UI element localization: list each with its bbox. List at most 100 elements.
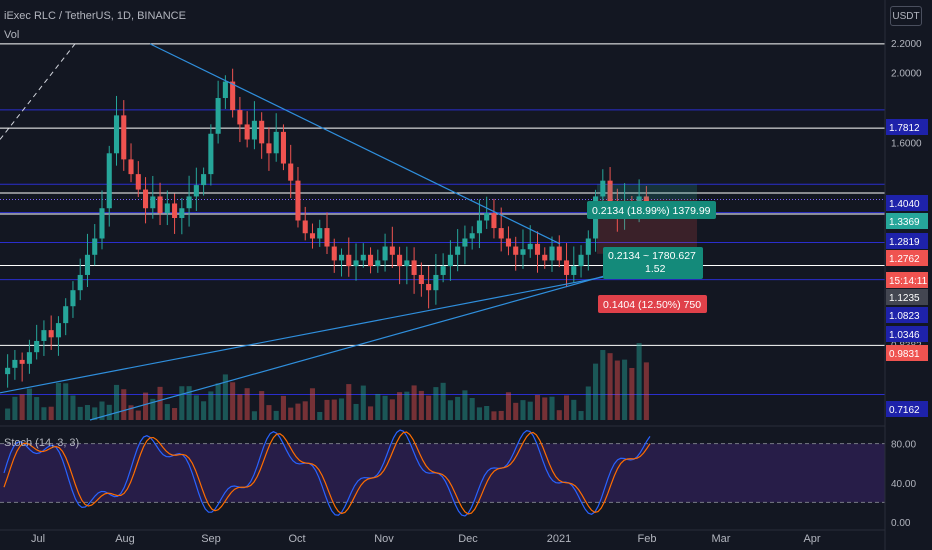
- price-tag: 1.2762: [889, 254, 920, 265]
- stop-label: 0.1404 (12.50%) 750: [603, 299, 701, 311]
- volume-bar: [346, 384, 352, 420]
- volume-bar: [113, 384, 120, 420]
- stoch-band: [0, 443, 885, 503]
- candle-body: [157, 196, 163, 214]
- candle-body: [288, 163, 294, 181]
- candle-body: [280, 131, 286, 164]
- volume-bar: [135, 410, 141, 420]
- currency-button[interactable]: USDT: [890, 6, 922, 26]
- candle-body: [99, 208, 105, 239]
- volume-bar: [142, 392, 149, 420]
- volume-bar: [179, 386, 185, 420]
- volume-bar: [484, 405, 490, 420]
- candle-body: [585, 238, 591, 255]
- volume-bar: [295, 403, 301, 420]
- candle-body: [92, 238, 98, 255]
- volume-bar: [411, 385, 417, 420]
- price-tag: 1.0823: [889, 311, 920, 322]
- candle-body: [476, 220, 482, 234]
- stoch-k-line: [3, 429, 651, 517]
- candle-body: [309, 233, 316, 239]
- volume-bar: [157, 386, 163, 420]
- volume-bar: [534, 394, 541, 420]
- volume-bar: [77, 406, 83, 420]
- candle-body: [48, 330, 54, 338]
- stop-label-bg: [598, 295, 707, 313]
- price-tag: 1.7812: [889, 123, 920, 134]
- volume-bar: [259, 391, 265, 420]
- volume-bar: [498, 410, 504, 420]
- candle-body: [498, 228, 504, 239]
- x-axis-label: Apr: [803, 533, 820, 545]
- candle-body: [266, 143, 272, 154]
- volume-bar: [476, 407, 482, 420]
- candle-body: [418, 274, 424, 285]
- candle-body: [563, 260, 570, 275]
- price-tag-bg: [886, 195, 928, 211]
- volume-bar: [520, 400, 526, 420]
- volume-bar: [404, 391, 410, 420]
- candle-body: [113, 115, 120, 154]
- candle-body: [346, 254, 352, 267]
- price-tag-bg: [886, 307, 928, 323]
- price-tag-bg: [886, 213, 928, 229]
- volume-bar: [353, 403, 359, 420]
- volume-bar: [302, 401, 308, 420]
- price-tag: 1.2819: [889, 237, 920, 248]
- x-axis-label: Aug: [115, 533, 135, 545]
- price-tag: 1.1235: [889, 293, 920, 304]
- x-axis-label: Feb: [638, 533, 657, 545]
- candle-body: [179, 208, 185, 218]
- volume-bar: [99, 401, 105, 420]
- candle-body: [142, 189, 149, 209]
- chart-title: iExec RLC / TetherUS, 1D, BINANCE: [4, 10, 186, 22]
- candle-body: [208, 133, 214, 175]
- volume-bar: [84, 405, 91, 420]
- volume-bar: [193, 395, 199, 420]
- candle-body: [172, 203, 178, 218]
- x-axis-label: Nov: [374, 533, 394, 545]
- volume-bar: [164, 404, 170, 420]
- risk-reward-label-bg: [603, 247, 703, 279]
- price-tag-bg: [886, 119, 928, 135]
- candle-body: [411, 260, 417, 275]
- candle-body: [331, 246, 337, 261]
- volume-bar: [462, 390, 468, 420]
- trendline-up-2: [89, 259, 661, 421]
- volume-bar: [70, 395, 76, 420]
- volume-bar: [19, 394, 25, 420]
- position-reward-zone: [597, 184, 697, 200]
- candle-body: [513, 246, 519, 255]
- volume-label: Vol: [4, 29, 20, 41]
- candle-body: [353, 260, 359, 267]
- candle-body: [106, 153, 112, 209]
- volume-bar: [607, 353, 613, 420]
- volume-bar: [150, 398, 156, 420]
- candle-body: [55, 323, 61, 338]
- volume-bar: [230, 382, 236, 420]
- volume-bar: [469, 397, 475, 420]
- price-tag: 1.4040: [889, 199, 920, 210]
- volume-bar: [244, 388, 250, 420]
- candle-body: [12, 359, 18, 368]
- candle-body: [549, 246, 555, 261]
- candle-body: [527, 243, 533, 250]
- stoch-d-line: [3, 431, 651, 515]
- volume-bar: [622, 359, 628, 420]
- candle-body: [251, 120, 257, 140]
- candle-body: [643, 196, 649, 202]
- price-tag-bg: [886, 289, 928, 305]
- volume-bar: [585, 386, 591, 420]
- candle-body: [491, 213, 497, 229]
- candle-body: [375, 260, 381, 267]
- candle-body: [317, 228, 323, 239]
- volume-bar: [128, 405, 134, 420]
- candle-body: [404, 260, 410, 267]
- candle-body: [5, 367, 11, 375]
- candle-body: [607, 180, 613, 209]
- volume-bar: [375, 393, 381, 420]
- candle-body: [244, 124, 250, 140]
- x-axis-label: Dec: [458, 533, 478, 545]
- volume-bar: [593, 363, 599, 420]
